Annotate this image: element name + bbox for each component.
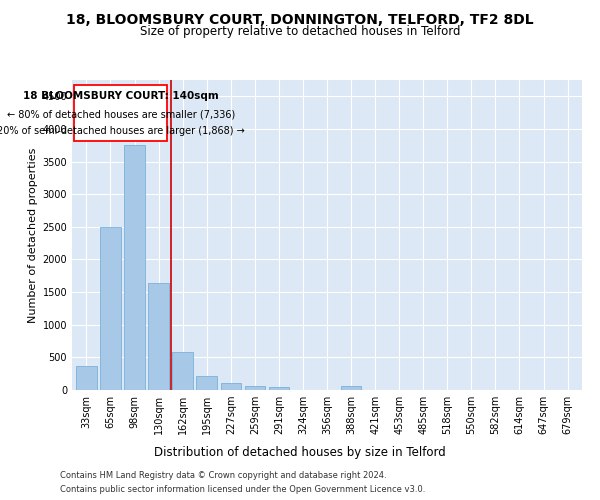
Text: ← 80% of detached houses are smaller (7,336): ← 80% of detached houses are smaller (7,… — [7, 110, 235, 120]
Text: 18 BLOOMSBURY COURT: 140sqm: 18 BLOOMSBURY COURT: 140sqm — [23, 91, 218, 101]
Bar — [172, 352, 193, 390]
Bar — [341, 386, 361, 390]
Bar — [269, 387, 289, 390]
Text: Distribution of detached houses by size in Telford: Distribution of detached houses by size … — [154, 446, 446, 459]
Text: Contains public sector information licensed under the Open Government Licence v3: Contains public sector information licen… — [60, 484, 425, 494]
Bar — [148, 283, 169, 390]
Bar — [196, 376, 217, 390]
Text: 20% of semi-detached houses are larger (1,868) →: 20% of semi-detached houses are larger (… — [0, 126, 245, 136]
Text: Contains HM Land Registry data © Crown copyright and database right 2024.: Contains HM Land Registry data © Crown c… — [60, 472, 386, 480]
Bar — [124, 146, 145, 390]
Bar — [245, 386, 265, 390]
Bar — [100, 227, 121, 390]
Bar — [221, 383, 241, 390]
Text: Size of property relative to detached houses in Telford: Size of property relative to detached ho… — [140, 25, 460, 38]
Bar — [76, 366, 97, 390]
Text: 18, BLOOMSBURY COURT, DONNINGTON, TELFORD, TF2 8DL: 18, BLOOMSBURY COURT, DONNINGTON, TELFOR… — [66, 12, 534, 26]
Y-axis label: Number of detached properties: Number of detached properties — [28, 148, 38, 322]
Bar — [74, 84, 167, 140]
